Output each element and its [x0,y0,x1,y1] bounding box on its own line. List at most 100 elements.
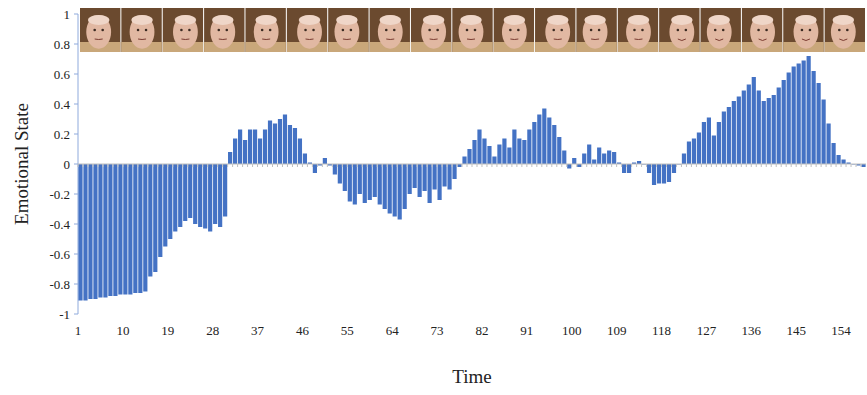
bar [467,149,471,164]
x-tick-label: 118 [652,323,671,338]
x-tick [417,164,418,167]
bar [607,151,611,165]
x-tick [147,164,148,167]
face-bg [245,8,285,52]
face-eye [350,29,353,32]
bar [442,164,446,187]
x-tick [332,164,333,167]
x-tick [377,164,378,167]
bar [173,164,177,232]
face-eye [145,29,148,32]
x-tick [626,164,627,167]
face-mouth [138,39,146,41]
x-tick [771,164,772,167]
bar [732,101,736,164]
x-tick [736,164,737,167]
y-tick [74,224,78,225]
bar [203,164,207,229]
x-tick [616,164,617,167]
bar [293,128,297,164]
x-tick [856,164,857,167]
face-eye [714,29,717,32]
face-eye [722,29,725,32]
bar [597,148,601,165]
x-tick [486,164,487,167]
y-axis-title: Emotional State [11,103,32,225]
face-eye [757,29,760,32]
x-tick [491,164,492,167]
bar [757,91,761,165]
bar [353,164,357,205]
x-tick [481,164,482,167]
x-tick-label: 154 [831,323,851,338]
bar [138,164,142,293]
face-forehead [460,15,482,25]
x-tick [142,164,143,167]
x-tick [292,164,293,167]
face [86,15,111,48]
x-tick [422,164,423,167]
face-mouth [510,39,518,41]
y-tick-label: -0.6 [49,247,70,262]
bar [537,115,541,165]
face [297,15,322,48]
x-tick [312,164,313,167]
bar [193,164,197,224]
bar [662,164,666,184]
x-tick [606,164,607,167]
bar [348,164,352,202]
y-axis-line [78,14,79,314]
bar [198,164,202,227]
face-eye [560,29,563,32]
bar [462,157,466,165]
chart: -1-0.8-0.6-0.4-0.200.20.40.60.8111019283… [0,0,867,395]
face [583,15,608,48]
bar [423,164,427,191]
x-tick [576,164,577,167]
y-tick [74,194,78,195]
bar [418,164,422,197]
face-forehead [131,15,153,25]
face-eye [188,29,191,32]
x-tick [646,164,647,167]
x-tick-label: 37 [251,323,265,338]
bar [437,164,441,200]
x-tick-label: 73 [431,323,444,338]
bar [288,125,292,164]
x-tick [122,164,123,167]
bar [98,164,102,298]
bar [787,73,791,165]
bar [238,130,242,165]
x-tick [162,164,163,167]
x-tick-label: 127 [697,323,717,338]
bar [697,133,701,165]
face-bg [576,8,616,52]
bar [243,140,247,164]
x-tick [556,164,557,167]
x-tick [746,164,747,167]
face-eye [180,29,183,32]
bar [108,164,112,296]
x-tick [132,164,133,167]
x-tick [112,164,113,167]
x-tick [526,164,527,167]
face [545,15,570,48]
face-mouth [759,39,767,41]
x-tick [776,164,777,167]
x-tick [566,164,567,167]
face-forehead [255,15,277,25]
face-mouth [262,39,270,41]
x-tick [506,164,507,167]
x-tick [402,164,403,167]
x-tick-label: 55 [341,323,354,338]
x-tick [796,164,797,167]
face-eye [838,29,841,32]
bar [792,67,796,165]
face [502,15,527,48]
face-bg [535,8,575,52]
x-tick [631,164,632,167]
face-bg [618,8,658,52]
x-tick [472,164,473,167]
bar [158,164,162,257]
x-tick [347,164,348,167]
